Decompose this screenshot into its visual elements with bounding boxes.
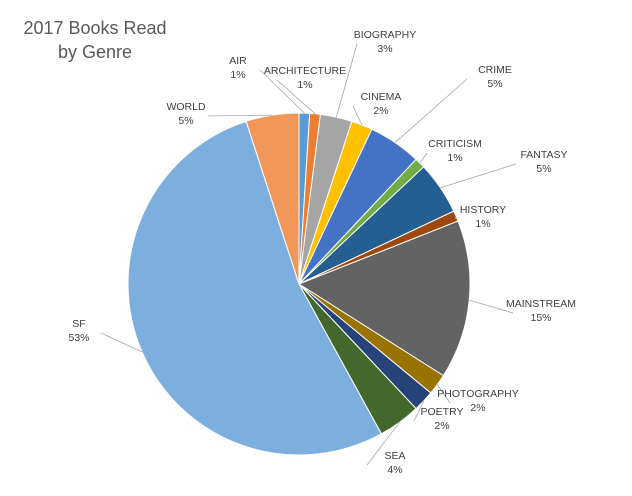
leader-line-biography <box>335 43 358 118</box>
slice-value-crime: 5% <box>487 78 502 90</box>
slice-label-biography: BIOGRAPHY <box>354 29 416 41</box>
slice-label-world: WORLD <box>166 101 206 113</box>
pie-slice-sf <box>127 120 383 456</box>
slice-label-air: AIR <box>229 55 247 67</box>
slice-value-sf: 53% <box>68 332 89 344</box>
slice-value-biography: 3% <box>377 43 392 55</box>
slice-label-history: HISTORY <box>460 204 506 216</box>
leader-line-crime <box>394 78 468 143</box>
leader-lines <box>100 43 517 466</box>
leader-line-fantasy <box>440 163 517 189</box>
leader-line-poetry <box>413 400 425 422</box>
leader-line-photography <box>436 384 451 404</box>
leader-line-architecture <box>276 79 316 115</box>
slice-value-mainstream: 15% <box>530 312 551 324</box>
slice-label-photography: PHOTOGRAPHY <box>437 388 519 400</box>
slice-label-criticism: CRITICISM <box>428 138 482 150</box>
leader-line-history <box>454 215 457 220</box>
slice-value-criticism: 1% <box>447 152 462 164</box>
slice-label-sea: SEA <box>384 450 405 462</box>
pie-slices <box>127 112 471 456</box>
leader-line-sea <box>366 422 400 466</box>
pie-slice-world <box>245 112 300 285</box>
slice-value-fantasy: 5% <box>536 163 551 175</box>
slice-label-fantasy: FANTASY <box>520 149 567 161</box>
slice-value-cinema: 2% <box>373 105 388 117</box>
leader-line-air <box>259 69 305 114</box>
slice-label-crime: CRIME <box>478 64 512 76</box>
chart-title-line-2: by Genre <box>57 42 133 62</box>
slice-label-architecture: ARCHITECTURE <box>264 65 346 77</box>
slice-value-architecture: 1% <box>297 79 312 91</box>
slice-value-history: 1% <box>475 218 490 230</box>
leader-line-cinema <box>352 105 363 126</box>
slice-value-air: 1% <box>230 69 245 81</box>
slice-value-photography: 2% <box>470 402 485 414</box>
slice-value-poetry: 2% <box>434 420 449 432</box>
leader-line-sf <box>100 332 143 353</box>
leader-line-world <box>207 114 273 117</box>
leader-line-mainstream <box>469 299 514 314</box>
slice-value-sea: 4% <box>387 464 402 476</box>
chart-title-line-1: 2017 Books Read <box>23 18 167 38</box>
chart-title: 2017 Books Read by Genre <box>20 16 170 64</box>
slice-label-sf: SF <box>72 318 85 330</box>
slice-value-world: 5% <box>178 115 193 127</box>
slice-label-poetry: POETRY <box>421 406 464 418</box>
slice-label-cinema: CINEMA <box>361 91 402 103</box>
leader-line-criticism <box>419 152 428 164</box>
slice-labels: AIR 1% ARCHITECTURE 1% BIOGRAPHY 3% CINEMA 2% CR… <box>68 29 576 476</box>
pie-slice-mainstream <box>297 220 471 377</box>
slice-label-mainstream: MAINSTREAM <box>506 298 576 310</box>
